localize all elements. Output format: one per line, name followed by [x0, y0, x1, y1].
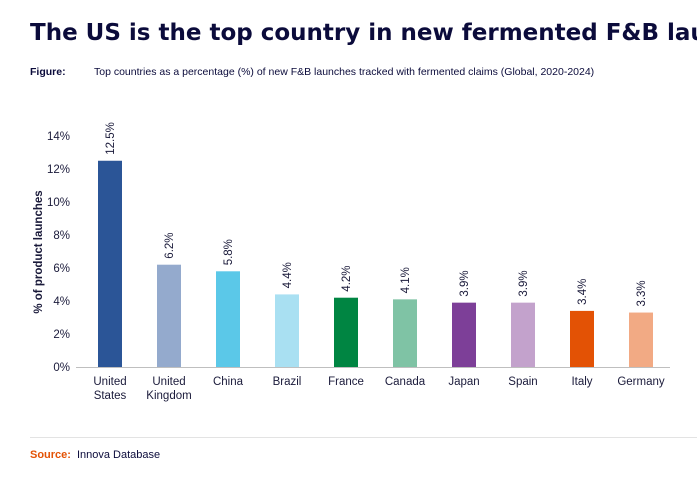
x-tick-label: United Kingdom — [146, 376, 192, 402]
x-tick-label: China — [212, 376, 244, 388]
figure-label: Figure: — [30, 66, 66, 78]
bar — [98, 160, 122, 367]
bar — [334, 297, 358, 367]
y-tick-label: 12% — [47, 164, 70, 176]
x-tick-label: Brazil — [272, 376, 302, 388]
value-label: 12.5% — [105, 122, 117, 155]
x-tick-label: France — [328, 376, 364, 388]
bar — [629, 312, 653, 367]
y-tick-label: 10% — [47, 197, 70, 209]
title: The US is the top country in new ferment… — [30, 20, 697, 46]
y-axis-label: % of product launches — [33, 190, 45, 313]
value-label: 3.4% — [577, 279, 589, 305]
value-label: 5.8% — [223, 239, 235, 265]
y-tick-label: 14% — [47, 131, 70, 143]
bar — [511, 302, 535, 367]
bar — [393, 299, 417, 367]
y-tick-label: 0% — [53, 362, 70, 374]
y-tick-label: 8% — [53, 230, 70, 242]
subtitle: Top countries as a percentage (%) of new… — [94, 66, 595, 78]
source-label: Source: — [30, 449, 71, 461]
bar — [570, 310, 594, 367]
source-text: Innova Database — [76, 449, 161, 461]
figure-caption: Figure: Top countries as a percentage (%)… — [30, 66, 594, 78]
y-tick-label: 2% — [53, 329, 70, 341]
y-tick-label: 4% — [53, 296, 70, 308]
value-label: 3.9% — [518, 270, 530, 296]
bar — [216, 271, 240, 367]
source: Source: Innova Database — [30, 449, 160, 461]
value-label: 4.2% — [341, 265, 353, 291]
value-label: 6.2% — [164, 232, 176, 258]
x-tick-label: Italy — [571, 376, 593, 388]
value-label: 3.9% — [459, 270, 471, 296]
x-tick-label: Japan — [448, 376, 480, 388]
bar — [157, 264, 181, 367]
value-label: 3.3% — [636, 280, 648, 306]
x-tick-label: Canada — [384, 376, 426, 388]
x-tick-label: Germany — [617, 376, 665, 388]
bar — [452, 302, 476, 367]
value-label: 4.4% — [282, 262, 294, 288]
divider — [30, 437, 697, 438]
x-tick-label: Spain — [508, 376, 538, 388]
value-label: 4.1% — [400, 267, 412, 293]
bar — [275, 294, 299, 367]
x-tick-label: United States — [93, 376, 127, 402]
y-tick-label: 6% — [53, 263, 70, 275]
